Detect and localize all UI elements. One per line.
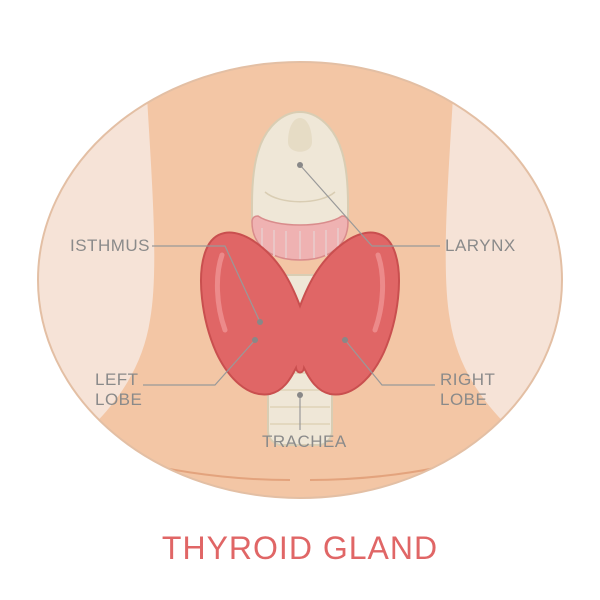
diagram-title: THYROID GLAND [0, 530, 600, 567]
label-left-lobe: LEFTLOBE [95, 370, 142, 409]
label-larynx: LARYNX [445, 236, 516, 256]
diagram-svg [0, 0, 600, 600]
label-right-lobe: RIGHTLOBE [440, 370, 495, 409]
label-trachea: TRACHEA [262, 432, 347, 452]
label-isthmus: ISTHMUS [70, 236, 150, 256]
